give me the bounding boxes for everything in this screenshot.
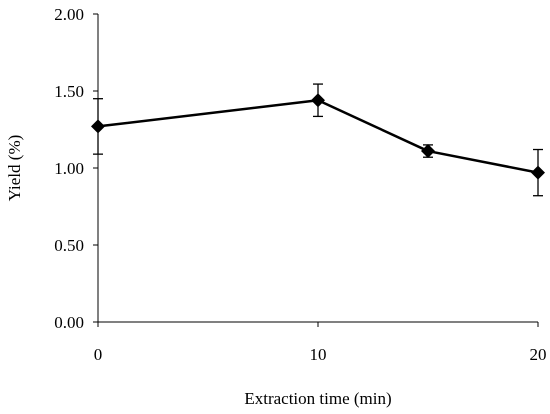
y-axis-title: Yield (%)	[5, 135, 24, 202]
y-tick-label: 1.00	[54, 159, 84, 178]
y-tick-label: 2.00	[54, 5, 84, 24]
y-tick-label: 0.50	[54, 236, 84, 255]
data-point-diamond	[531, 165, 545, 180]
x-tick-label: 0	[94, 345, 103, 364]
x-ticks: 0 10 20	[94, 322, 547, 364]
data-point-diamond	[421, 144, 435, 159]
series-line	[97, 98, 539, 174]
y-tick-label: 1.50	[54, 82, 84, 101]
x-axis-title: Extraction time (min)	[244, 389, 391, 408]
x-tick-label: 10	[310, 345, 327, 364]
data-point-diamond	[311, 93, 325, 108]
y-ticks: 0.00 0.50 1.00 1.50 2.00	[54, 5, 98, 332]
x-tick-label: 20	[530, 345, 547, 364]
axes	[97, 14, 538, 323]
y-tick-label: 0.00	[54, 313, 84, 332]
data-point-diamond	[91, 119, 105, 134]
series-group	[91, 83, 545, 197]
